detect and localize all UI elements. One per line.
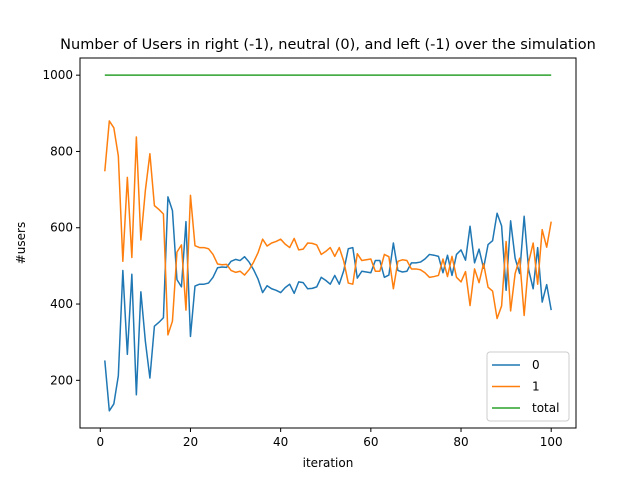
y-tick-label: 400	[50, 297, 73, 311]
x-axis: 0 20 40 60 80 100	[96, 428, 563, 449]
y-tick-label: 600	[50, 221, 73, 235]
legend-box	[486, 351, 570, 422]
chart-title: Number of Users in right (-1), neutral (…	[60, 37, 596, 53]
y-tick-label: 200	[50, 373, 73, 387]
legend-label-total: total	[532, 401, 559, 415]
series-line-1	[104, 120, 552, 336]
series-layer	[104, 74, 552, 412]
x-tick-label: 20	[183, 435, 198, 449]
y-tick-label: 1000	[42, 68, 73, 82]
x-tick-label: 60	[363, 435, 378, 449]
plot-area	[79, 57, 577, 429]
y-axis: 200 400 600 800 1000	[42, 68, 80, 387]
legend-label-1: 1	[532, 380, 540, 394]
series-line-0	[104, 196, 552, 412]
y-tick-label: 800	[50, 144, 73, 158]
legend-label-0: 0	[532, 358, 540, 372]
x-tick-label: 100	[540, 435, 563, 449]
x-tick-label: 0	[96, 435, 104, 449]
x-axis-label: iteration	[303, 456, 354, 470]
legend-entries: 0 1 total	[492, 358, 559, 415]
legend: 0 1 total	[486, 351, 570, 422]
y-axis-label: #users	[14, 222, 28, 264]
x-tick-label: 80	[453, 435, 468, 449]
axes-frame	[79, 57, 577, 429]
x-tick-label: 40	[273, 435, 288, 449]
